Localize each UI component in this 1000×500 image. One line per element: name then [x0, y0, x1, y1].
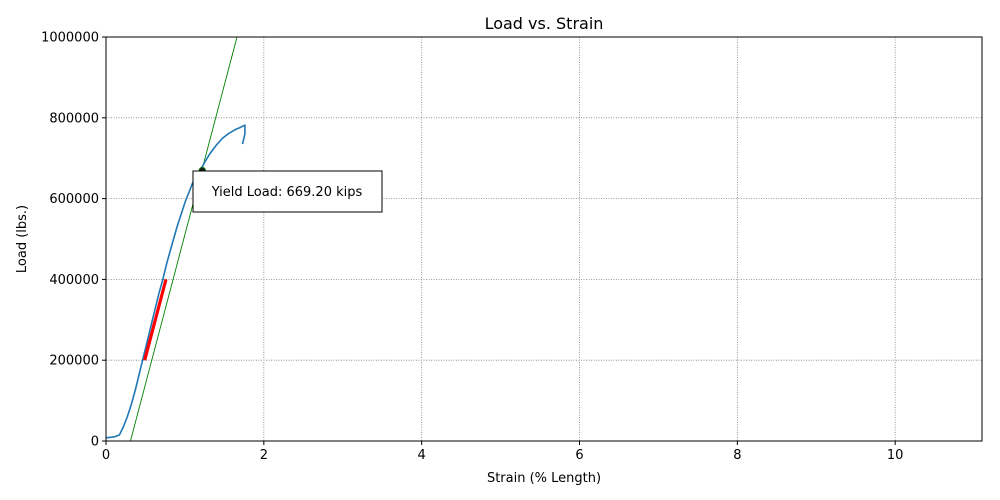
x-tick-label: 8 [733, 448, 741, 463]
chart-title: Load vs. Strain [485, 14, 604, 33]
load-strain-curve-line [106, 124, 246, 439]
linear-fit-region-line [143, 278, 168, 361]
y-tick-label: 800000 [49, 111, 99, 126]
offset-line-line [130, 37, 238, 441]
x-tick-label: 2 [260, 448, 268, 463]
y-tick-label: 0 [91, 435, 99, 450]
annotation-box [192, 170, 383, 213]
y-tick-label: 1000000 [41, 31, 99, 46]
y-tick-label: 600000 [49, 192, 99, 207]
x-axis-title: Strain (% Length) [487, 471, 601, 486]
yield-annotation: Yield Load: 669.20 kips [192, 170, 383, 213]
plot-area [106, 37, 246, 441]
annotation-text: Yield Load: 669.20 kips [211, 185, 363, 200]
y-axis-ticks: 0 200000 400000 600000 800000 1000000 [41, 31, 106, 450]
y-tick-label: 200000 [49, 354, 99, 369]
x-tick-label: 4 [418, 448, 426, 463]
x-axis-ticks: 0 2 4 6 8 10 [102, 441, 904, 463]
x-tick-label: 10 [887, 448, 904, 463]
x-tick-label: 6 [575, 448, 583, 463]
plot-frame [105, 36, 983, 442]
y-axis-title: Load (lbs.) [15, 205, 30, 273]
series-group [106, 37, 246, 441]
x-tick-label: 0 [102, 448, 110, 463]
y-tick-label: 400000 [49, 273, 99, 288]
